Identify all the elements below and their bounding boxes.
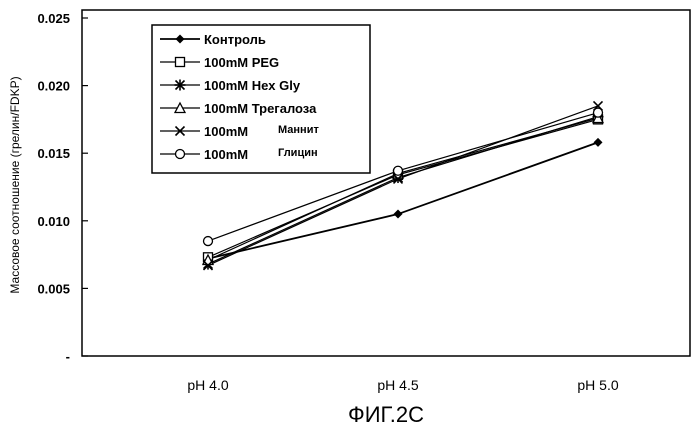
legend-marker: [176, 150, 185, 159]
x-tick-label: pH 4.0: [187, 377, 228, 393]
y-ticks: 0.025 0.020 0.015 0.010 0.005 -: [37, 11, 88, 364]
legend-label: Контроль: [204, 32, 266, 47]
legend-label: 100mM Hex Gly: [204, 78, 301, 93]
legend-label-suffix: Глицин: [278, 147, 318, 159]
y-tick-label: -: [66, 349, 70, 364]
data-point: [594, 108, 603, 117]
data-point: [594, 138, 603, 147]
data-point: [394, 166, 403, 175]
data-point: [204, 237, 213, 246]
legend-marker: [176, 58, 185, 67]
legend-label-suffix: Маннит: [278, 124, 319, 136]
legend-label: 100mM: [204, 147, 248, 162]
legend-label: 100mM: [204, 124, 248, 139]
y-tick-label: 0.010: [37, 214, 70, 229]
legend: Контроль 100mM PEG 100mM Hex Gly 100mM Трег…: [152, 25, 370, 173]
y-tick-label: 0.005: [37, 281, 70, 296]
figure-caption: ФИГ.2С: [348, 402, 424, 427]
y-axis-label: Массовое соотношение (грелин/FDKP): [8, 76, 22, 293]
x-tick-label: pH 5.0: [577, 377, 618, 393]
y-tick-label: 0.020: [37, 79, 70, 94]
legend-label: 100mM PEG: [204, 55, 279, 70]
y-tick-label: 0.025: [37, 11, 70, 26]
legend-box: [152, 25, 370, 173]
y-tick-label: 0.015: [37, 146, 70, 161]
legend-label: 100mM Трегалоза: [204, 101, 317, 116]
legend-marker: [175, 80, 186, 91]
data-point: [394, 210, 403, 219]
x-tick-label: pH 4.5: [377, 377, 418, 393]
x-ticks: pH 4.0 pH 4.5 pH 5.0: [187, 377, 618, 393]
